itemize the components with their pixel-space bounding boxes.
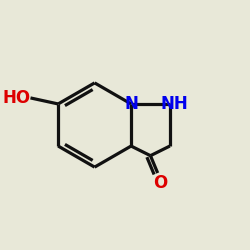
Text: N: N (124, 95, 138, 113)
Text: HO: HO (2, 89, 30, 107)
Text: O: O (153, 174, 167, 192)
Text: NH: NH (160, 95, 188, 113)
